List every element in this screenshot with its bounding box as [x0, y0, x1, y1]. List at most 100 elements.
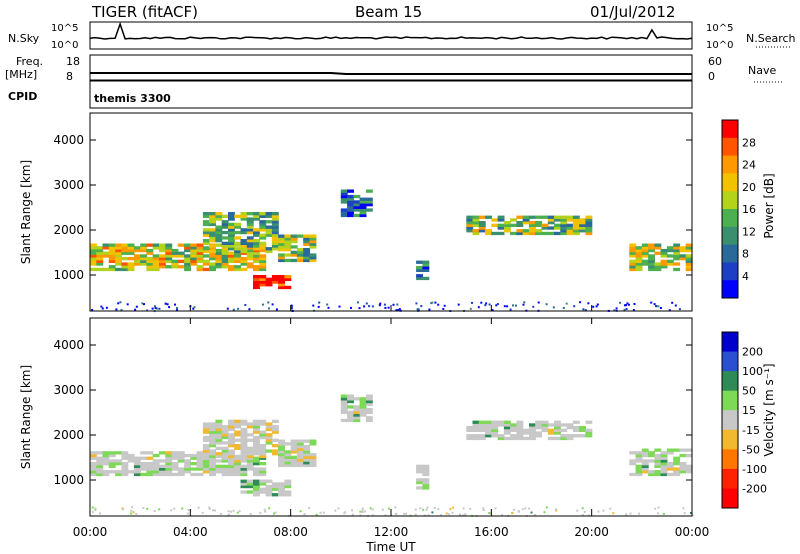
power-echo-speckle [537, 301, 540, 304]
velocity-echo-cell [184, 467, 191, 471]
velocity-echo-cell [347, 394, 354, 398]
velocity-echo-cell [303, 453, 311, 457]
velocity-echo-cell [535, 426, 543, 430]
velocity-echo-cell [365, 397, 373, 401]
velocity-echo-cell [284, 442, 292, 446]
power-echo-cell [209, 233, 216, 237]
velocity-echo-speckle [528, 507, 531, 510]
power-echo-cell [209, 267, 216, 272]
velocity-echo-cell [215, 419, 223, 423]
power-echo-cell [666, 259, 674, 263]
velocity-echo-cell [246, 425, 254, 429]
power-echo-cell [140, 257, 148, 261]
velocity-echo-speckle [268, 507, 271, 510]
power-echo-cell [303, 242, 311, 246]
power-echo-cell [215, 243, 223, 247]
power-echo-cell [152, 246, 160, 250]
velocity-echo-cell [296, 463, 304, 468]
power-echo-cell [673, 267, 681, 272]
velocity-echo-cell [190, 467, 198, 471]
power-echo-speckle [437, 303, 440, 306]
power-echo-cell [485, 231, 492, 236]
power-echo-cell [347, 194, 354, 199]
velocity-echo-speckle [464, 513, 467, 516]
velocity-colorbar-tick: -15 [742, 424, 760, 437]
power-echo-cell [246, 262, 254, 266]
velocity-echo-cell [284, 463, 292, 468]
freq-panel: Freq. [MHz] 18 8 60 0 Nave [5, 54, 782, 83]
velocity-echo-cell [359, 410, 367, 414]
velocity-echo-cell [497, 420, 505, 424]
power-echo-speckle [248, 308, 251, 311]
power-echo-cell [165, 243, 173, 247]
velocity-echo-cell [673, 470, 681, 474]
power-echo-cell [673, 248, 681, 253]
velocity-echo-cell [347, 416, 354, 420]
power-echo-cell [253, 244, 260, 248]
power-echo-cell [466, 226, 474, 230]
velocity-echo-cell [503, 420, 511, 424]
velocity-echo-cell [127, 459, 135, 463]
velocity-echo-cell [303, 439, 311, 443]
velocity-echo-cell [259, 430, 267, 434]
power-echo-cell [234, 267, 242, 272]
power-echo-cell [303, 237, 311, 241]
velocity-echo-cell [96, 462, 104, 466]
power-echo-cell [108, 243, 116, 247]
power-echo-cell [585, 226, 593, 230]
power-echo-speckle [626, 302, 629, 305]
velocity-echo-cell [497, 423, 505, 427]
power-echo-cell [497, 223, 505, 227]
power-echo-cell [190, 254, 198, 258]
velocity-echo-cell [529, 436, 536, 441]
power-echo-cell [641, 248, 649, 253]
velocity-echo-cell [635, 467, 643, 471]
power-echo-cell [127, 246, 135, 250]
power-echo-cell [278, 242, 285, 246]
power-echo-cell [159, 254, 166, 258]
velocity-echo-cell [90, 451, 97, 455]
velocity-echo-cell [259, 422, 267, 426]
power-echo-cell [641, 246, 649, 250]
power-echo-cell [228, 228, 235, 232]
power-echo-speckle [509, 308, 512, 311]
power-echo-cell [648, 267, 655, 272]
velocity-echo-cell [522, 436, 530, 441]
power-echo-cell [121, 265, 129, 269]
velocity-echo-cell [209, 454, 216, 459]
velocity-echo-cell [146, 470, 154, 474]
power-echo-speckle [397, 309, 400, 312]
power-echo-cell [253, 285, 260, 290]
velocity-echo-cell [240, 470, 248, 474]
velocity-echo-cell [221, 470, 229, 474]
velocity-echo-cell [209, 456, 216, 460]
power-echo-cell [666, 248, 674, 253]
velocity-echo-cell [246, 479, 254, 483]
velocity-echo-cell [359, 408, 367, 412]
power-echo-cell [133, 246, 141, 250]
power-echo-cell [152, 267, 160, 272]
velocity-echo-cell [660, 456, 668, 460]
power-echo-cell [96, 254, 104, 258]
power-echo-cell [196, 265, 204, 269]
velocity-echo-cell [290, 447, 298, 451]
power-echo-cell [221, 257, 229, 261]
velocity-echo-cell [535, 420, 543, 424]
power-echo-cell [196, 257, 204, 261]
power-echo-speckle [562, 306, 565, 309]
velocity-echo-cell [340, 408, 348, 412]
velocity-echo-cell [234, 470, 242, 474]
velocity-echo-cell [278, 450, 285, 454]
power-echo-cell [278, 258, 285, 263]
velocity-colorbar-tick: 100 [742, 365, 763, 378]
velocity-echo-cell [115, 472, 122, 477]
velocity-echo-cell [284, 458, 292, 462]
noise-left-tick-bottom: 10^0 [51, 40, 78, 51]
power-echo-cell [115, 248, 122, 253]
power-echo-cell [365, 200, 373, 204]
velocity-echo-cell [485, 428, 492, 432]
velocity-echo-cell [165, 470, 173, 474]
power-echo-speckle [442, 308, 445, 310]
